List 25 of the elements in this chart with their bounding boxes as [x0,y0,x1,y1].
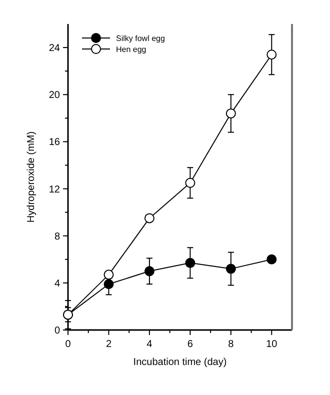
y-tick-label: 12 [48,184,60,196]
point [185,258,196,268]
point [266,50,277,60]
point [144,213,154,224]
legend-label: Hen egg [116,45,146,54]
y-tick-label: 8 [54,231,60,242]
point [104,279,114,290]
point [144,266,154,276]
point [226,108,236,118]
y-axis-title: Hydroperoxide (mM) [26,131,37,223]
y-tick-label: 0 [54,326,60,336]
x-axis-title: Incubation time (day) [133,357,227,368]
point [185,178,196,188]
x-tick-label: 4 [146,339,153,350]
point [226,264,236,274]
x-tick-label: 6 [187,339,194,350]
x-tick-label: 8 [228,339,234,350]
x-tick-label: 0 [65,339,72,350]
y-tick-label: 16 [48,137,60,148]
y-tick-label: 4 [54,278,60,290]
y-tick-label: 24 [48,43,60,54]
legend-label: Silky fowl egg [116,34,165,43]
x-tick-label: 10 [266,339,278,350]
y-tick-label: 20 [48,90,60,102]
x-tick-label: 2 [106,339,112,350]
